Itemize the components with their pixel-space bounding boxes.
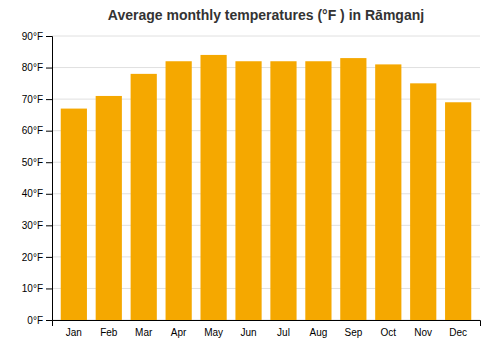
y-tick: 0°F <box>27 315 52 326</box>
x-tick: May <box>204 327 223 338</box>
y-tick: 50°F <box>22 157 52 168</box>
y-tick-mark <box>46 320 52 321</box>
y-tick-label: 80°F <box>22 62 43 73</box>
x-tick-label: Mar <box>135 327 153 338</box>
chart-container: 0°F 10°F 20°F 30°F 40°F 50°F 60°F 70°F 80°F 90°F J… <box>0 0 500 350</box>
grid <box>52 36 480 320</box>
bar <box>375 64 401 320</box>
x-tick: Feb <box>100 327 118 338</box>
y-tick-label: 10°F <box>22 283 43 294</box>
x-tick-label: Jul <box>277 327 290 338</box>
x-tick-label: Dec <box>449 327 467 338</box>
y-tick-mark <box>46 36 52 37</box>
y-tick-mark <box>46 257 52 258</box>
x-tick: Aug <box>310 327 328 338</box>
y-tick-mark <box>46 288 52 289</box>
x-tick: Sep <box>344 327 362 338</box>
y-tick: 70°F <box>22 94 52 105</box>
y-tick-mark <box>46 194 52 195</box>
y-tick-mark <box>46 131 52 132</box>
grid-line <box>52 67 480 68</box>
x-axis: Jan Feb Mar Apr May Jun Jul Aug Sep Oct Nov Dec <box>53 321 481 339</box>
y-tick: 20°F <box>22 252 52 263</box>
grid-line <box>52 36 480 37</box>
y-tick-label: 40°F <box>22 188 43 199</box>
y-tick-label: 30°F <box>22 220 43 231</box>
bar <box>270 61 296 320</box>
y-tick: 30°F <box>22 220 52 231</box>
bar <box>96 96 122 320</box>
y-tick: 60°F <box>22 125 52 136</box>
y-tick: 10°F <box>22 283 52 294</box>
x-tick: Jun <box>240 327 256 338</box>
x-tick: Dec <box>449 327 467 338</box>
bar <box>410 83 436 320</box>
x-tick-label: Jun <box>240 327 256 338</box>
x-tick-label: Oct <box>381 327 397 338</box>
x-tick-label: Jan <box>66 327 82 338</box>
x-tick: Jul <box>277 327 290 338</box>
x-tick: Oct <box>381 327 397 338</box>
bar <box>166 61 192 320</box>
y-tick-label: 50°F <box>22 157 43 168</box>
x-tick: Jan <box>66 327 82 338</box>
y-tick-label: 90°F <box>22 31 43 42</box>
x-tick-label: Aug <box>310 327 328 338</box>
y-tick: 40°F <box>22 188 52 199</box>
bar <box>61 109 87 320</box>
bar <box>305 61 331 320</box>
x-tick: Mar <box>135 327 153 338</box>
x-axis-line <box>53 321 481 327</box>
x-tick-label: Feb <box>100 327 118 338</box>
bar <box>235 61 261 320</box>
y-tick-label: 20°F <box>22 252 43 263</box>
y-tick-mark <box>46 225 52 226</box>
y-tick-mark <box>46 162 52 163</box>
y-tick: 90°F <box>22 31 52 42</box>
y-tick-label: 70°F <box>22 94 43 105</box>
plot-area <box>61 55 472 320</box>
y-tick-label: 60°F <box>22 125 43 136</box>
bar <box>340 58 366 320</box>
bar <box>131 74 157 320</box>
x-tick-label: Nov <box>414 327 432 338</box>
y-axis-line <box>46 37 53 321</box>
bar <box>200 55 226 320</box>
chart-svg: 0°F 10°F 20°F 30°F 40°F 50°F 60°F 70°F 80°F 90°F J… <box>0 0 500 350</box>
y-tick-mark <box>46 68 52 69</box>
y-tick-mark <box>46 99 52 100</box>
bar <box>445 102 471 320</box>
y-tick: 80°F <box>22 62 52 73</box>
x-tick-label: Sep <box>344 327 362 338</box>
x-tick: Apr <box>171 327 187 338</box>
y-axis: 0°F 10°F 20°F 30°F 40°F 50°F 60°F 70°F 80°F 90°F <box>22 31 53 326</box>
x-tick-label: Apr <box>171 327 187 338</box>
x-tick: Nov <box>414 327 432 338</box>
chart-title: Average monthly temperatures (°F ) in Rā… <box>108 7 424 23</box>
y-tick-label: 0°F <box>27 315 43 326</box>
x-tick-label: May <box>204 327 223 338</box>
